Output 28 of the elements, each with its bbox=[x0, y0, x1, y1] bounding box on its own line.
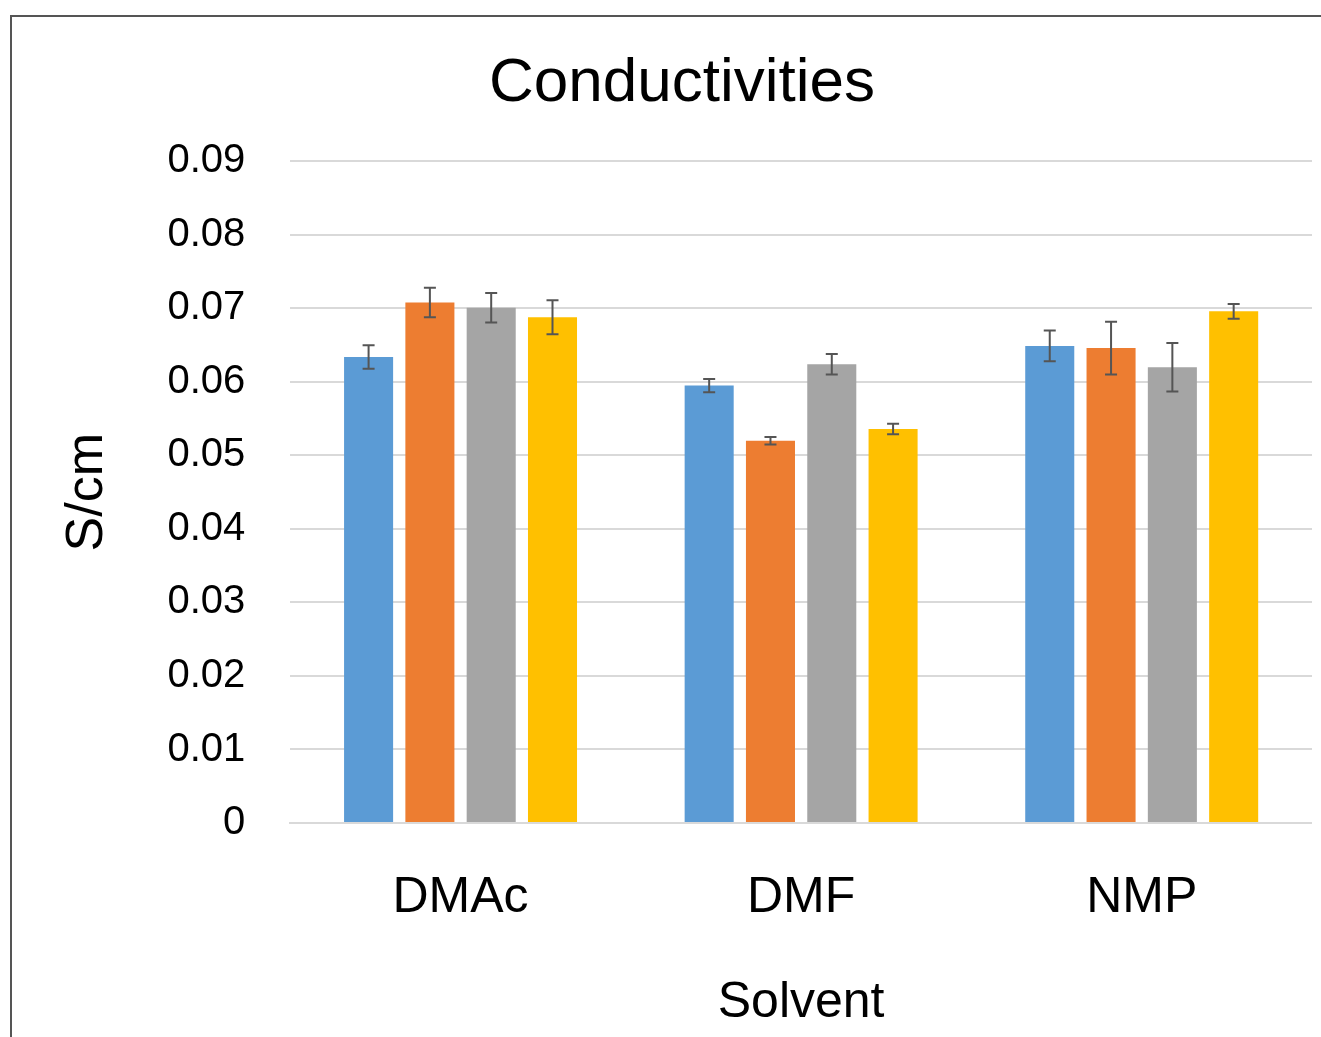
y-tick-label: 0.07 bbox=[167, 283, 246, 328]
x-tick-label: DMAc bbox=[392, 866, 529, 923]
bar bbox=[344, 356, 394, 822]
bar bbox=[527, 317, 578, 822]
x-tick-label: NMP bbox=[1086, 866, 1198, 923]
y-tick-label: 0.02 bbox=[167, 651, 246, 696]
y-tick-label: 0.03 bbox=[167, 577, 246, 622]
y-axis-title: S/cm bbox=[54, 432, 113, 552]
x-axis-title: Solvent bbox=[717, 971, 885, 1028]
bar bbox=[405, 302, 455, 822]
y-tick-label: 0.09 bbox=[167, 136, 246, 181]
bar bbox=[466, 307, 516, 822]
bar bbox=[745, 440, 795, 822]
y-tick-label: 0.06 bbox=[167, 356, 246, 401]
bar bbox=[684, 385, 734, 822]
bar bbox=[868, 428, 918, 822]
y-tick-label: 0.04 bbox=[167, 503, 246, 548]
x-tick-label: DMF bbox=[746, 866, 856, 923]
chart-title: Conductivities bbox=[489, 45, 875, 115]
y-tick-label: 0.08 bbox=[167, 209, 246, 254]
bar bbox=[1025, 345, 1075, 822]
y-tick-label: 0 bbox=[223, 798, 246, 843]
bar bbox=[807, 364, 857, 822]
bar bbox=[1147, 367, 1197, 822]
y-tick-label: 0.05 bbox=[167, 430, 246, 475]
y-tick-label: 0.01 bbox=[167, 724, 246, 769]
bar bbox=[1209, 311, 1259, 822]
bar bbox=[1086, 348, 1136, 822]
